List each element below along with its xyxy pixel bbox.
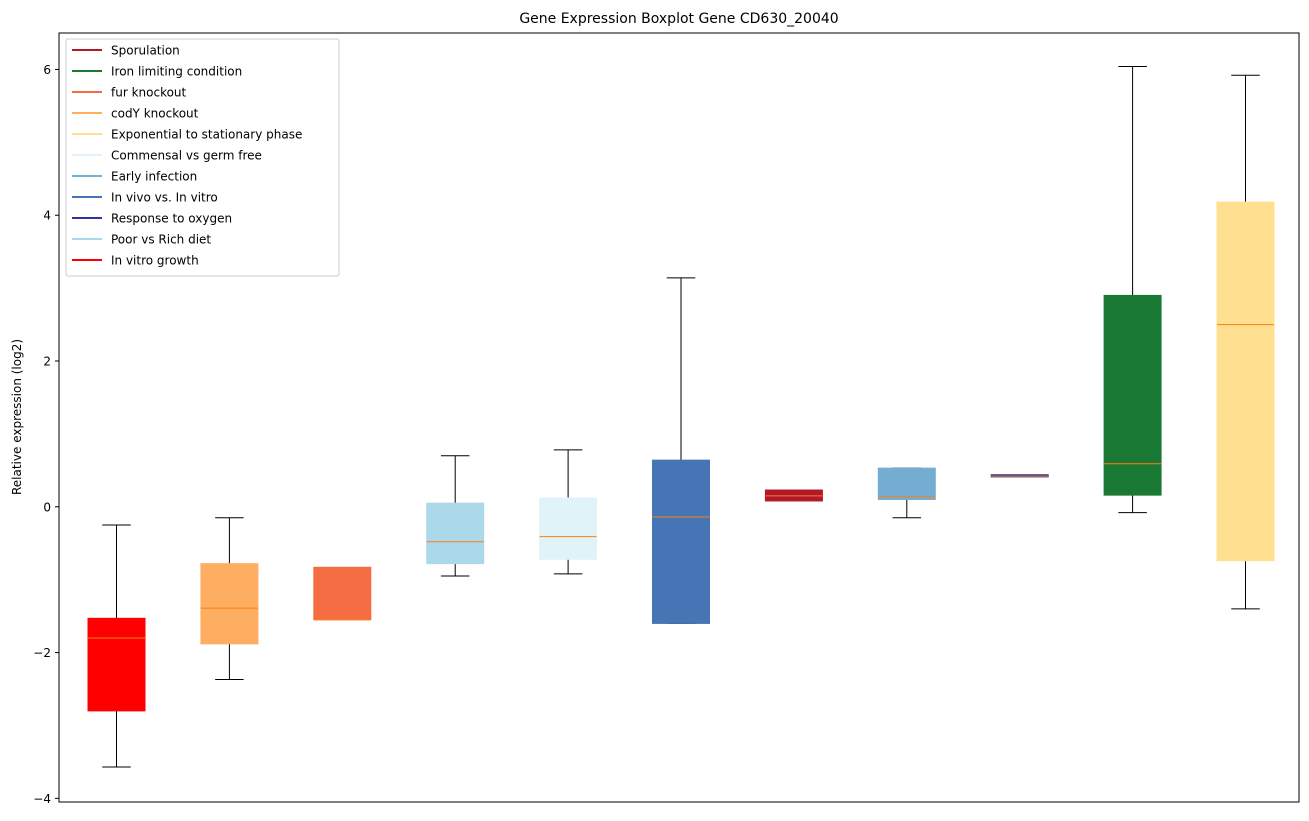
- box-2: [200, 517, 259, 681]
- y-axis: −4 −2 0 2 4 6: [33, 63, 59, 806]
- legend-label: Commensal vs germ free: [111, 149, 262, 163]
- legend-item: Commensal vs germ free: [72, 149, 262, 163]
- legend-item: In vivo vs. In vitro: [72, 191, 218, 205]
- box-5: [539, 449, 598, 575]
- box-body: [539, 497, 598, 560]
- box-body: [1216, 201, 1275, 562]
- plot-frame: [58, 32, 1300, 803]
- box-body: [426, 502, 485, 565]
- box-1: [87, 524, 146, 768]
- box-6: [652, 277, 710, 624]
- y-tick-label: −4: [33, 792, 51, 806]
- legend-label: In vivo vs. In vitro: [111, 191, 218, 205]
- legend-item: Early infection: [72, 170, 197, 184]
- box-8: [877, 467, 936, 519]
- legend-item: In vitro growth: [72, 254, 199, 268]
- legend-label: In vitro growth: [111, 254, 199, 268]
- box-body: [200, 563, 259, 645]
- legend-item: Exponential to stationary phase: [72, 128, 302, 142]
- box-body: [1103, 294, 1162, 496]
- box-body: [87, 617, 146, 712]
- box-body: [652, 459, 710, 624]
- chart-title: Gene Expression Boxplot Gene CD630_20040: [519, 11, 838, 27]
- legend-item: codY knockout: [72, 107, 199, 121]
- y-tick-label: 6: [43, 63, 51, 77]
- box-3: [313, 566, 372, 621]
- box-10: [1103, 66, 1162, 514]
- box-4: [426, 455, 485, 577]
- box-9: [990, 474, 1049, 478]
- box-body: [313, 566, 372, 621]
- legend-item: Poor vs Rich diet: [72, 233, 211, 247]
- legend-label: Early infection: [111, 170, 197, 184]
- legend-label: Exponential to stationary phase: [111, 128, 302, 142]
- legend-label: fur knockout: [111, 86, 187, 100]
- legend: Sporulation Iron limiting condition fur kn…: [65, 38, 340, 277]
- legend-label: Sporulation: [111, 44, 180, 58]
- y-tick-label: 2: [43, 355, 51, 369]
- legend-label: Poor vs Rich diet: [111, 233, 211, 247]
- y-tick-label: 4: [43, 209, 51, 223]
- y-tick-label: 0: [43, 500, 51, 514]
- legend-item: fur knockout: [72, 86, 187, 100]
- legend-item: Sporulation: [72, 44, 180, 58]
- boxes-layer: [87, 66, 1275, 768]
- y-axis-label: Relative expression (log2): [10, 339, 24, 495]
- box-11: [1216, 74, 1275, 610]
- box-7: [764, 489, 823, 502]
- legend-label: codY knockout: [111, 107, 199, 121]
- legend-label: Iron limiting condition: [111, 65, 242, 79]
- legend-label: Response to oxygen: [111, 212, 232, 226]
- legend-item: Response to oxygen: [72, 212, 232, 226]
- box-body: [877, 467, 936, 501]
- legend-frame: [65, 38, 340, 277]
- legend-item: Iron limiting condition: [72, 65, 242, 79]
- y-tick-label: −2: [33, 646, 51, 660]
